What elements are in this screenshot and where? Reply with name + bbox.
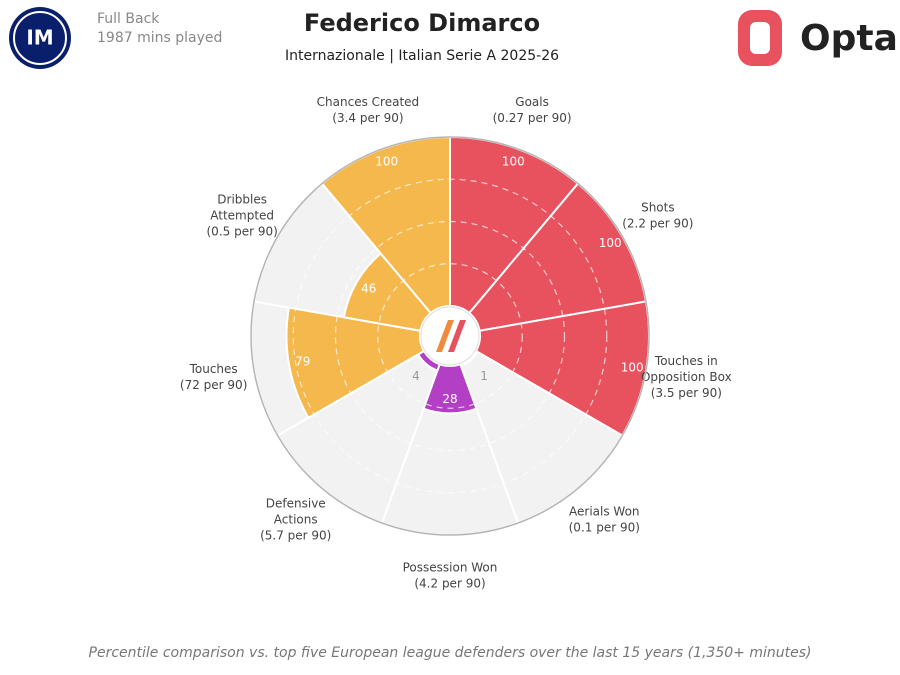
grid-ring [334,220,566,452]
value-label: 100 [599,236,622,250]
svg-text:IM: IM [26,26,53,50]
grid-ring [292,178,608,494]
category-label: Shots [641,201,675,215]
category-label: Aerials Won [569,504,640,518]
club-logo: IM [9,7,71,69]
value-label: 100 [375,155,398,169]
value-label: 46 [361,282,376,296]
category-label: Goals [515,95,549,109]
category-label: Possession Won [403,561,498,575]
chart-title: Federico Dimarco [304,9,540,37]
per-90-label: (4.2 per 90) [414,577,485,591]
category-label: Opposition Box [641,370,732,384]
opta-logo: Opta [738,10,898,66]
position: Full Back [97,11,160,27]
category-label: Touches [189,362,238,376]
per-90-label: (5.7 per 90) [260,528,331,542]
chart-subtitle: Internazionale | Italian Serie A 2025-26 [285,48,559,64]
value-label: 28 [442,392,457,406]
slice [422,362,478,415]
value-label: 4 [412,369,420,383]
category-label: Attempted [210,209,274,223]
category-label: Defensive [266,496,326,510]
value-label: 1 [480,369,488,383]
minutes: 1987 mins played [97,30,222,46]
per-90-label: (3.4 per 90) [332,111,403,125]
per-90-label: (0.1 per 90) [569,520,640,534]
per-90-label: (0.27 per 90) [493,111,572,125]
category-label: Chances Created [317,95,419,109]
category-label: Touches in [654,354,718,368]
value-label: 79 [295,354,310,368]
per-90-label: (72 per 90) [180,378,247,392]
per-90-label: (2.2 per 90) [622,217,693,231]
value-label: 100 [621,361,644,375]
grid-ring [377,263,523,409]
category-label: Actions [274,512,318,526]
category-label: Dribbles [217,193,267,207]
value-label: 100 [502,155,525,169]
outer-ring [250,136,650,536]
center-logo [420,306,480,366]
footnote: Percentile comparison vs. top five Europ… [89,645,812,661]
slice [285,306,426,420]
per-90-label: (0.5 per 90) [207,225,278,239]
per-90-label: (3.5 per 90) [651,386,722,400]
brand: Opta [800,18,898,59]
